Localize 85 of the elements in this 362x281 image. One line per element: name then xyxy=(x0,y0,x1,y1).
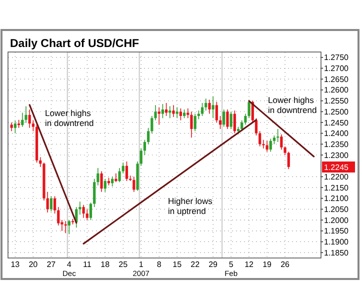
candlestick xyxy=(147,127,150,145)
y-tick-label: 1.2050 xyxy=(324,205,350,214)
annotation: Lower highs in downtrend xyxy=(268,95,317,115)
candlestick xyxy=(176,106,178,119)
candlestick xyxy=(161,104,164,119)
candlestick xyxy=(24,106,28,124)
x-tick-label: 4 xyxy=(66,260,72,269)
x-tick-label: 11 xyxy=(82,260,92,269)
x-tick-label: 15 xyxy=(172,260,182,269)
candlestick xyxy=(21,112,24,128)
y-tick-label: 1.2350 xyxy=(324,140,350,149)
candlestick xyxy=(143,139,146,156)
x-tick-label: 22 xyxy=(190,260,200,269)
candlestick xyxy=(204,98,208,111)
candlestick xyxy=(100,170,103,192)
candlestick xyxy=(68,220,70,235)
y-tick-label: 1.2300 xyxy=(324,150,350,160)
candlestick xyxy=(280,134,283,150)
chart-title: Daily Chart of USD/CHF xyxy=(10,38,140,50)
candlestick xyxy=(233,110,236,134)
candlestick xyxy=(269,138,272,152)
candlestick xyxy=(64,220,67,234)
x-tick-label: 29 xyxy=(208,260,218,269)
candlestick xyxy=(208,99,211,114)
y-tick-label: 1.1950 xyxy=(324,226,350,236)
y-tick-label: 1.2150 xyxy=(324,183,350,192)
annotation: Lower highs in downtrend xyxy=(45,108,94,128)
candlestick xyxy=(53,196,56,214)
candlestick xyxy=(150,116,154,134)
y-tick-label: 1.2100 xyxy=(324,194,350,204)
text: 1.2245 xyxy=(324,162,350,172)
x-tick-label: 19 xyxy=(262,260,272,269)
candlestick xyxy=(82,204,85,218)
candlestick xyxy=(89,202,92,220)
y-tick-label: 1.2400 xyxy=(324,129,350,138)
y-tick-label: 1.1850 xyxy=(324,248,350,258)
y-tick-label: 1.2700 xyxy=(324,64,350,74)
y-tick-label: 1.2500 xyxy=(324,107,350,116)
x-tick-label: 20 xyxy=(28,260,38,269)
x-tick-label: 8 xyxy=(156,260,162,269)
candlestick xyxy=(50,196,52,212)
x-tick-label: 13 xyxy=(10,260,20,269)
candlestick xyxy=(158,106,160,126)
x-tick-label: 1 xyxy=(138,260,144,269)
candlestick xyxy=(96,168,100,186)
y-tick-label: 1.2750 xyxy=(324,53,350,62)
candlestick xyxy=(212,96,214,119)
candlestick xyxy=(179,108,182,121)
candlestick xyxy=(172,104,175,118)
candlestick xyxy=(226,109,229,130)
x-tick-label: 18 xyxy=(100,260,110,269)
y-tick-label: 1.1900 xyxy=(324,238,350,247)
candlestick xyxy=(190,111,193,138)
candlestick xyxy=(125,161,128,182)
x-tick-label: 27 xyxy=(46,260,56,269)
y-tick-label: 1.2650 xyxy=(324,74,350,84)
y-tick-label: 1.2200 xyxy=(324,172,350,182)
annotation: Higher lows in uptrend xyxy=(168,196,212,216)
y-tick-label: 1.2600 xyxy=(324,86,350,95)
candlestick xyxy=(93,178,96,208)
candlestick xyxy=(287,151,290,170)
candlestick xyxy=(215,101,218,123)
candlestick xyxy=(194,113,196,132)
candlestick xyxy=(200,102,204,116)
candlestick xyxy=(222,109,226,128)
x-tick-label: 25 xyxy=(118,260,128,269)
y-tick-label: 1.2000 xyxy=(324,216,350,225)
candlestick xyxy=(262,139,265,149)
x-tick-label: 26 xyxy=(280,260,290,269)
candlestick xyxy=(258,130,262,147)
candlestick xyxy=(57,206,60,226)
candlestick xyxy=(230,111,232,130)
x-tick-label: 12 xyxy=(244,260,254,269)
candlestick xyxy=(28,109,31,128)
x-tick-label: 5 xyxy=(228,260,234,269)
candlestick xyxy=(104,178,106,192)
candlestick xyxy=(14,120,16,134)
candlestick xyxy=(276,128,280,142)
y-tick-label: 1.2450 xyxy=(324,118,350,128)
candlestick xyxy=(266,140,268,152)
candlestick xyxy=(254,118,258,136)
candlestick xyxy=(132,176,136,192)
y-tick-label: 1.2550 xyxy=(324,96,350,106)
candlestick xyxy=(32,120,34,132)
candlestick xyxy=(86,208,88,220)
